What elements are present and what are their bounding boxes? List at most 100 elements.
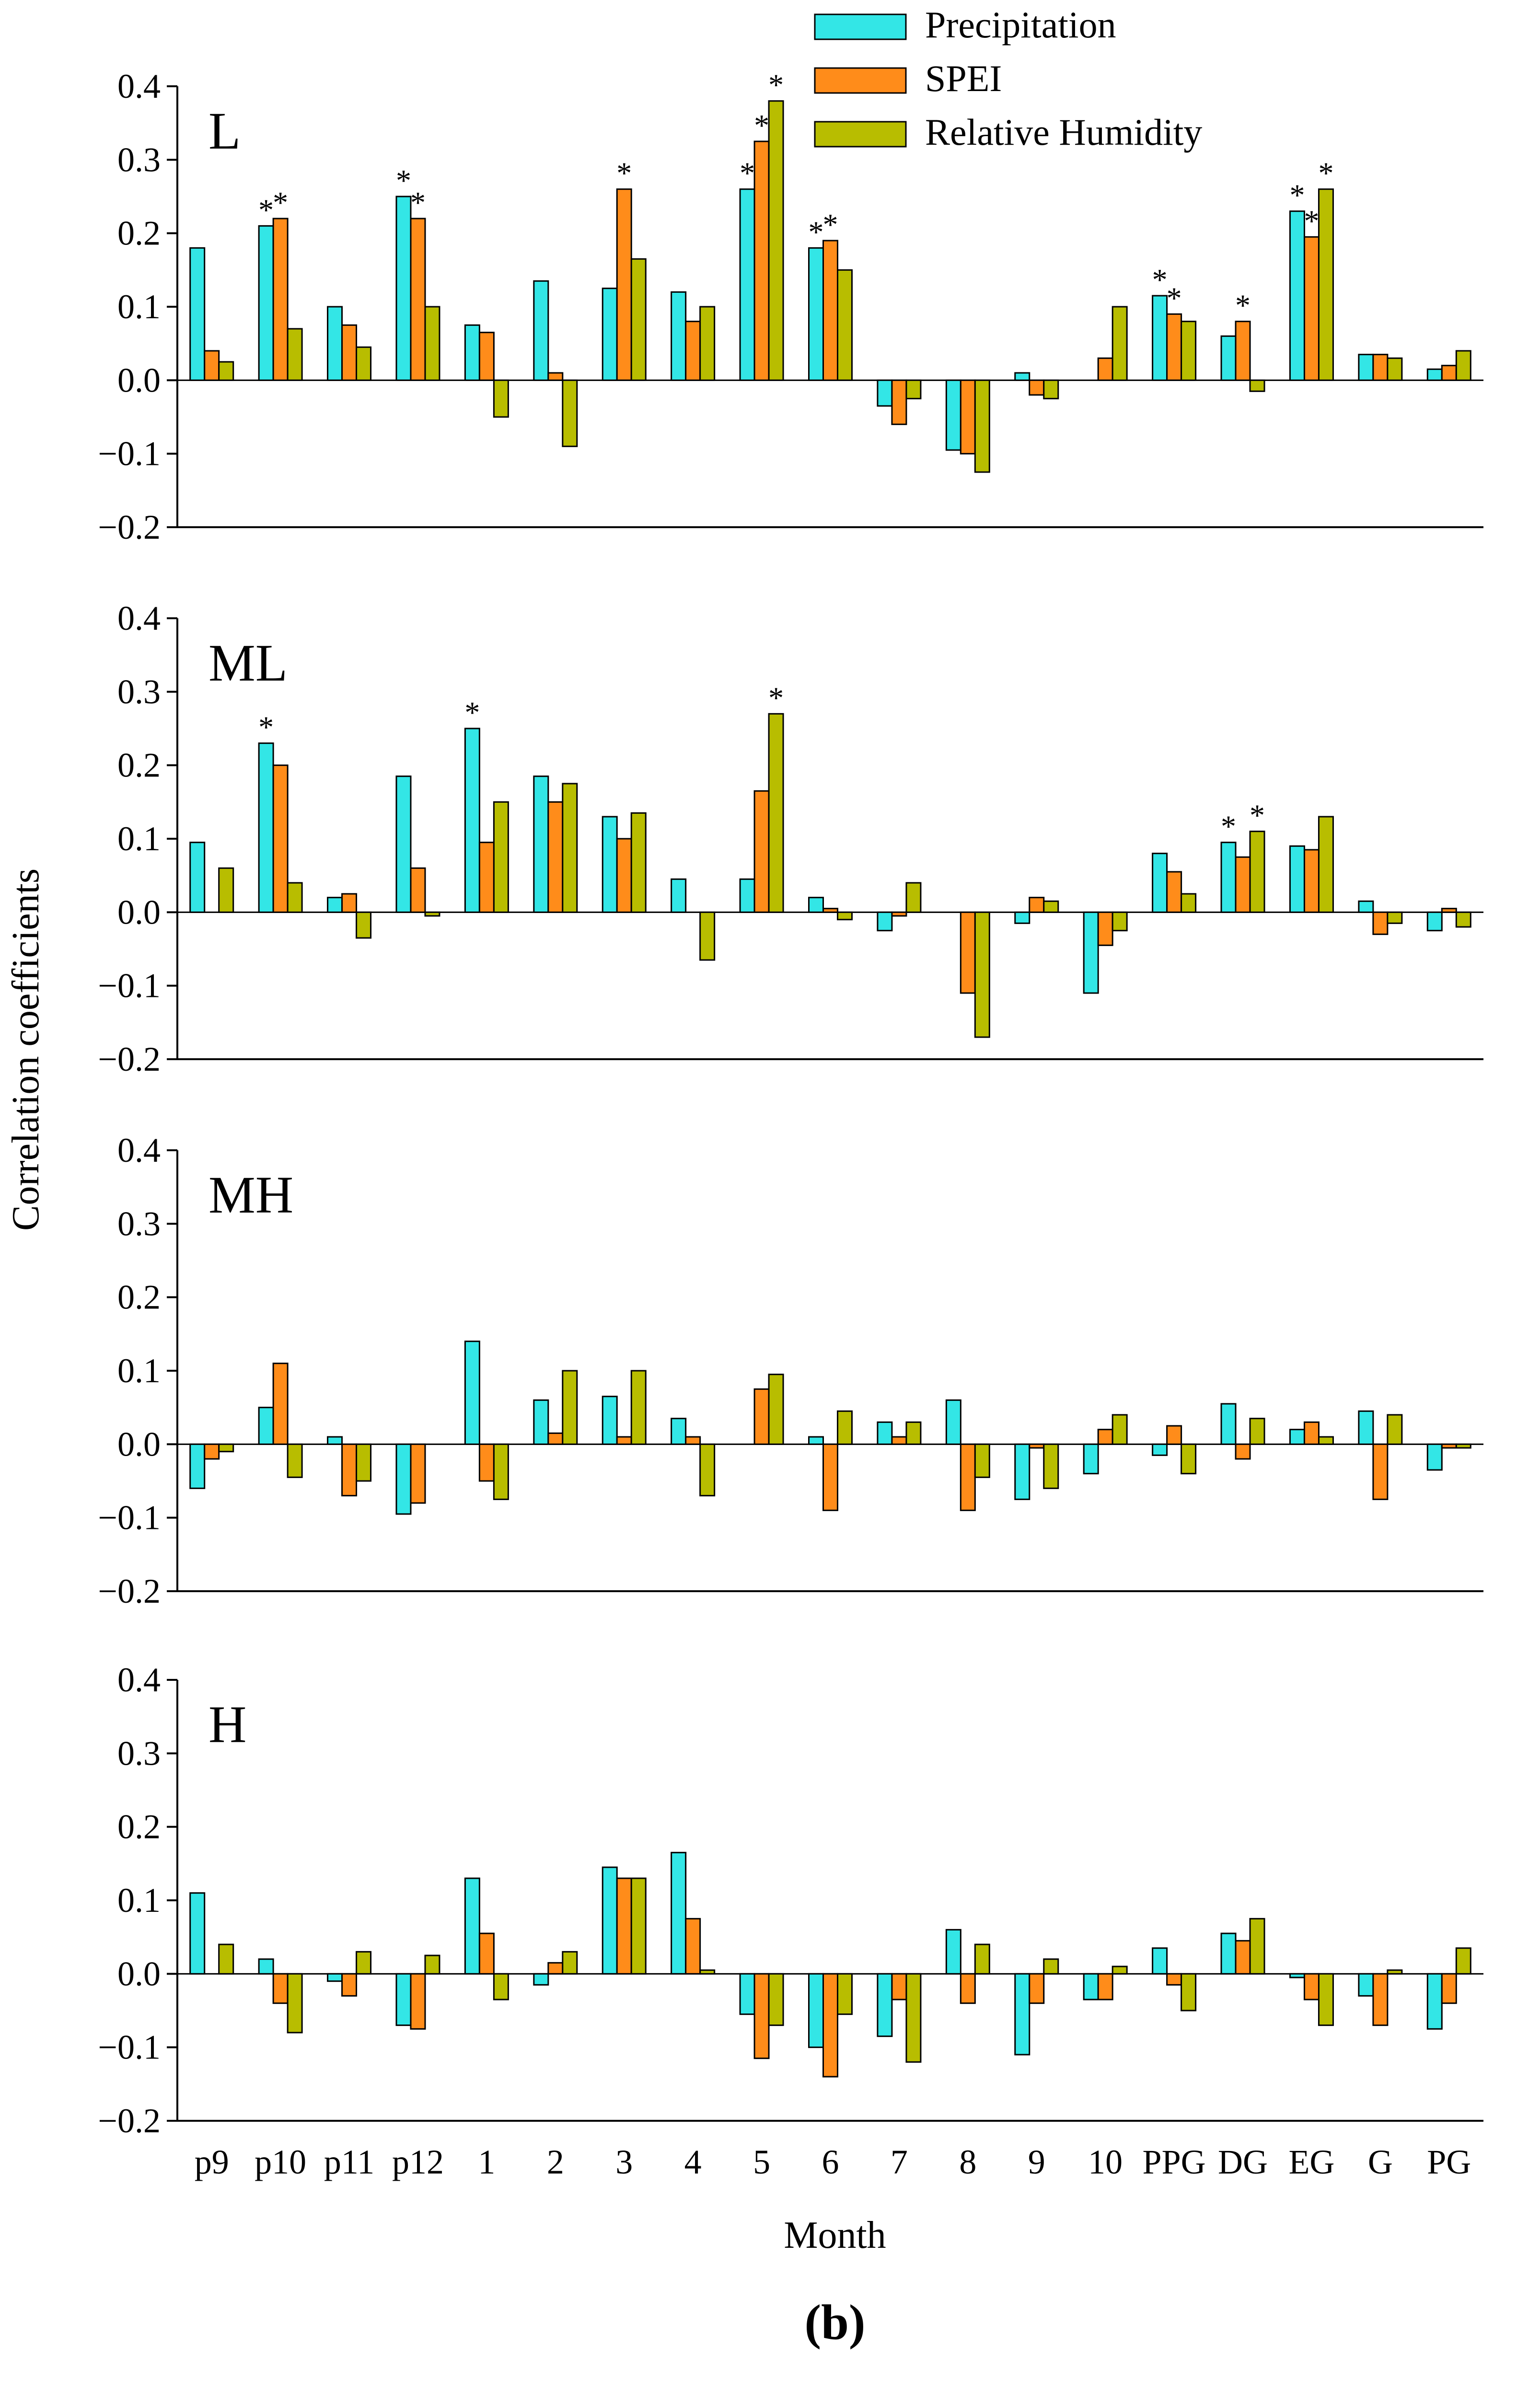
- bar-H-8-relative-humidity: [974, 1943, 990, 1975]
- bar-ML-p11-spei: [341, 893, 358, 913]
- bar-MH-9-spei: [1029, 1443, 1045, 1449]
- y-axis-title: Correlation coefficients: [5, 868, 47, 1231]
- x-tick-label: 3: [615, 2143, 633, 2181]
- bar-H-2-precipitation: [533, 1973, 549, 1986]
- bar-L-EG-relative-humidity: [1318, 188, 1334, 381]
- bar-L-p12-relative-humidity: [424, 306, 440, 381]
- bar-ML-p10-relative-humidity: [287, 882, 303, 913]
- bar-L-G-relative-humidity: [1387, 357, 1403, 381]
- bar-H-PG-precipitation: [1426, 1973, 1443, 2030]
- bar-L-6-precipitation: [808, 247, 824, 381]
- bar-H-10-relative-humidity: [1112, 1966, 1128, 1975]
- bar-ML-4-relative-humidity: [699, 911, 716, 961]
- bar-H-DG-relative-humidity: [1249, 1918, 1265, 1975]
- bar-L-4-relative-humidity: [699, 306, 716, 381]
- y-tick-label: 0.2: [117, 214, 161, 253]
- x-tick-label: 9: [1028, 2143, 1045, 2181]
- bar-L-p10-spei: [272, 218, 289, 381]
- bar-MH-3-spei: [616, 1436, 632, 1445]
- bar-H-EG-precipitation: [1289, 1973, 1305, 1978]
- significance-star: *: [258, 193, 274, 227]
- panels-group: 0.40.30.20.10.0−0.1−0.2** ***** ***** ****L…: [98, 67, 1483, 2181]
- legend-swatch-precipitation: [814, 13, 907, 40]
- bar-ML-8-relative-humidity: [974, 911, 990, 1038]
- bar-L-DG-relative-humidity: [1249, 379, 1265, 392]
- y-tick-label: 0.2: [117, 1808, 161, 1846]
- bar-ML-1-precipitation: [464, 728, 480, 913]
- bar-ML-p12-relative-humidity: [424, 911, 440, 917]
- bar-L-DG-precipitation: [1220, 335, 1237, 381]
- bar-L-p10-relative-humidity: [287, 328, 303, 381]
- bar-MH-7-relative-humidity: [905, 1421, 922, 1445]
- bar-ML-5-relative-humidity: [768, 713, 784, 913]
- bar-MH-4-relative-humidity: [699, 1443, 716, 1497]
- bar-L-p12-spei: [410, 218, 426, 381]
- bar-MH-p12-spei: [410, 1443, 426, 1504]
- significance-star: *: [1289, 178, 1305, 212]
- bar-MH-5-spei: [753, 1388, 770, 1445]
- bar-ML-3-relative-humidity: [630, 812, 647, 913]
- bar-ML-10-relative-humidity: [1112, 911, 1128, 932]
- bar-H-4-precipitation: [671, 1851, 687, 1975]
- bar-L-7-precipitation: [877, 379, 893, 407]
- bar-L-6-relative-humidity: [837, 269, 853, 381]
- subfigure-label: (b): [804, 2295, 865, 2350]
- legend-swatch-relative-humidity: [814, 121, 907, 148]
- bar-MH-4-spei: [685, 1436, 701, 1445]
- y-tick-label: 0.3: [117, 1734, 161, 1772]
- significance-star: *: [258, 710, 274, 744]
- significance-star: *: [823, 208, 838, 242]
- bar-H-p9-relative-humidity: [218, 1943, 234, 1975]
- y-tick-label: −0.1: [98, 2028, 161, 2067]
- bar-ML-1-relative-humidity: [493, 801, 509, 913]
- y-tick-label: 0.0: [117, 893, 161, 931]
- bar-L-4-precipitation: [671, 291, 687, 381]
- bar-H-10-spei: [1097, 1973, 1113, 2000]
- bar-ML-G-spei: [1372, 911, 1389, 935]
- bar-MH-1-precipitation: [464, 1341, 480, 1445]
- bar-H-2-spei: [547, 1962, 564, 1975]
- significance-star: *: [1250, 798, 1265, 833]
- bar-MH-PPG-relative-humidity: [1181, 1443, 1197, 1475]
- significance-star: *: [616, 156, 632, 190]
- bar-MH-p9-relative-humidity: [218, 1443, 234, 1453]
- bar-L-8-precipitation: [945, 379, 961, 451]
- bar-H-1-precipitation: [464, 1877, 480, 1975]
- bar-ML-6-precipitation: [808, 897, 824, 913]
- bar-MH-DG-relative-humidity: [1249, 1418, 1265, 1445]
- x-tick-label: EG: [1288, 2143, 1334, 2181]
- bar-MH-DG-spei: [1235, 1443, 1251, 1460]
- significance-star: *: [754, 108, 769, 142]
- bar-ML-7-spei: [891, 911, 907, 917]
- bar-H-7-relative-humidity: [905, 1973, 922, 2063]
- bar-ML-DG-spei: [1235, 856, 1251, 913]
- legend-swatch-spei: [814, 67, 907, 94]
- y-tick-label: 0.0: [117, 1425, 161, 1463]
- bar-MH-10-precipitation: [1083, 1443, 1099, 1475]
- bar-MH-EG-relative-humidity: [1318, 1436, 1334, 1445]
- bar-ML-10-precipitation: [1083, 911, 1099, 994]
- bar-MH-1-spei: [478, 1443, 495, 1482]
- bar-H-5-relative-humidity: [768, 1973, 784, 2026]
- bar-ML-5-precipitation: [739, 878, 755, 913]
- bar-MH-G-precipitation: [1358, 1410, 1374, 1445]
- bar-L-p11-spei: [341, 324, 358, 381]
- significance-star: *: [740, 156, 755, 190]
- legend-label: Precipitation: [925, 4, 1116, 46]
- bar-ML-2-spei: [547, 801, 564, 913]
- bar-H-PPG-relative-humidity: [1181, 1973, 1197, 2012]
- bar-MH-PPG-precipitation: [1152, 1443, 1168, 1456]
- bar-L-1-relative-humidity: [493, 379, 509, 418]
- bar-L-3-relative-humidity: [630, 258, 647, 381]
- bar-H-G-spei: [1372, 1973, 1389, 2026]
- bar-MH-8-spei: [960, 1443, 976, 1511]
- bar-ML-G-precipitation: [1358, 900, 1374, 913]
- bar-ML-EG-precipitation: [1289, 845, 1305, 913]
- bar-H-G-relative-humidity: [1387, 1969, 1403, 1975]
- bar-H-6-precipitation: [808, 1973, 824, 2048]
- bar-MH-7-precipitation: [877, 1421, 893, 1445]
- bar-H-8-precipitation: [945, 1929, 961, 1975]
- y-tick-label: −0.1: [98, 967, 161, 1005]
- significance-star: *: [396, 163, 411, 197]
- x-tick-label: 4: [684, 2143, 702, 2181]
